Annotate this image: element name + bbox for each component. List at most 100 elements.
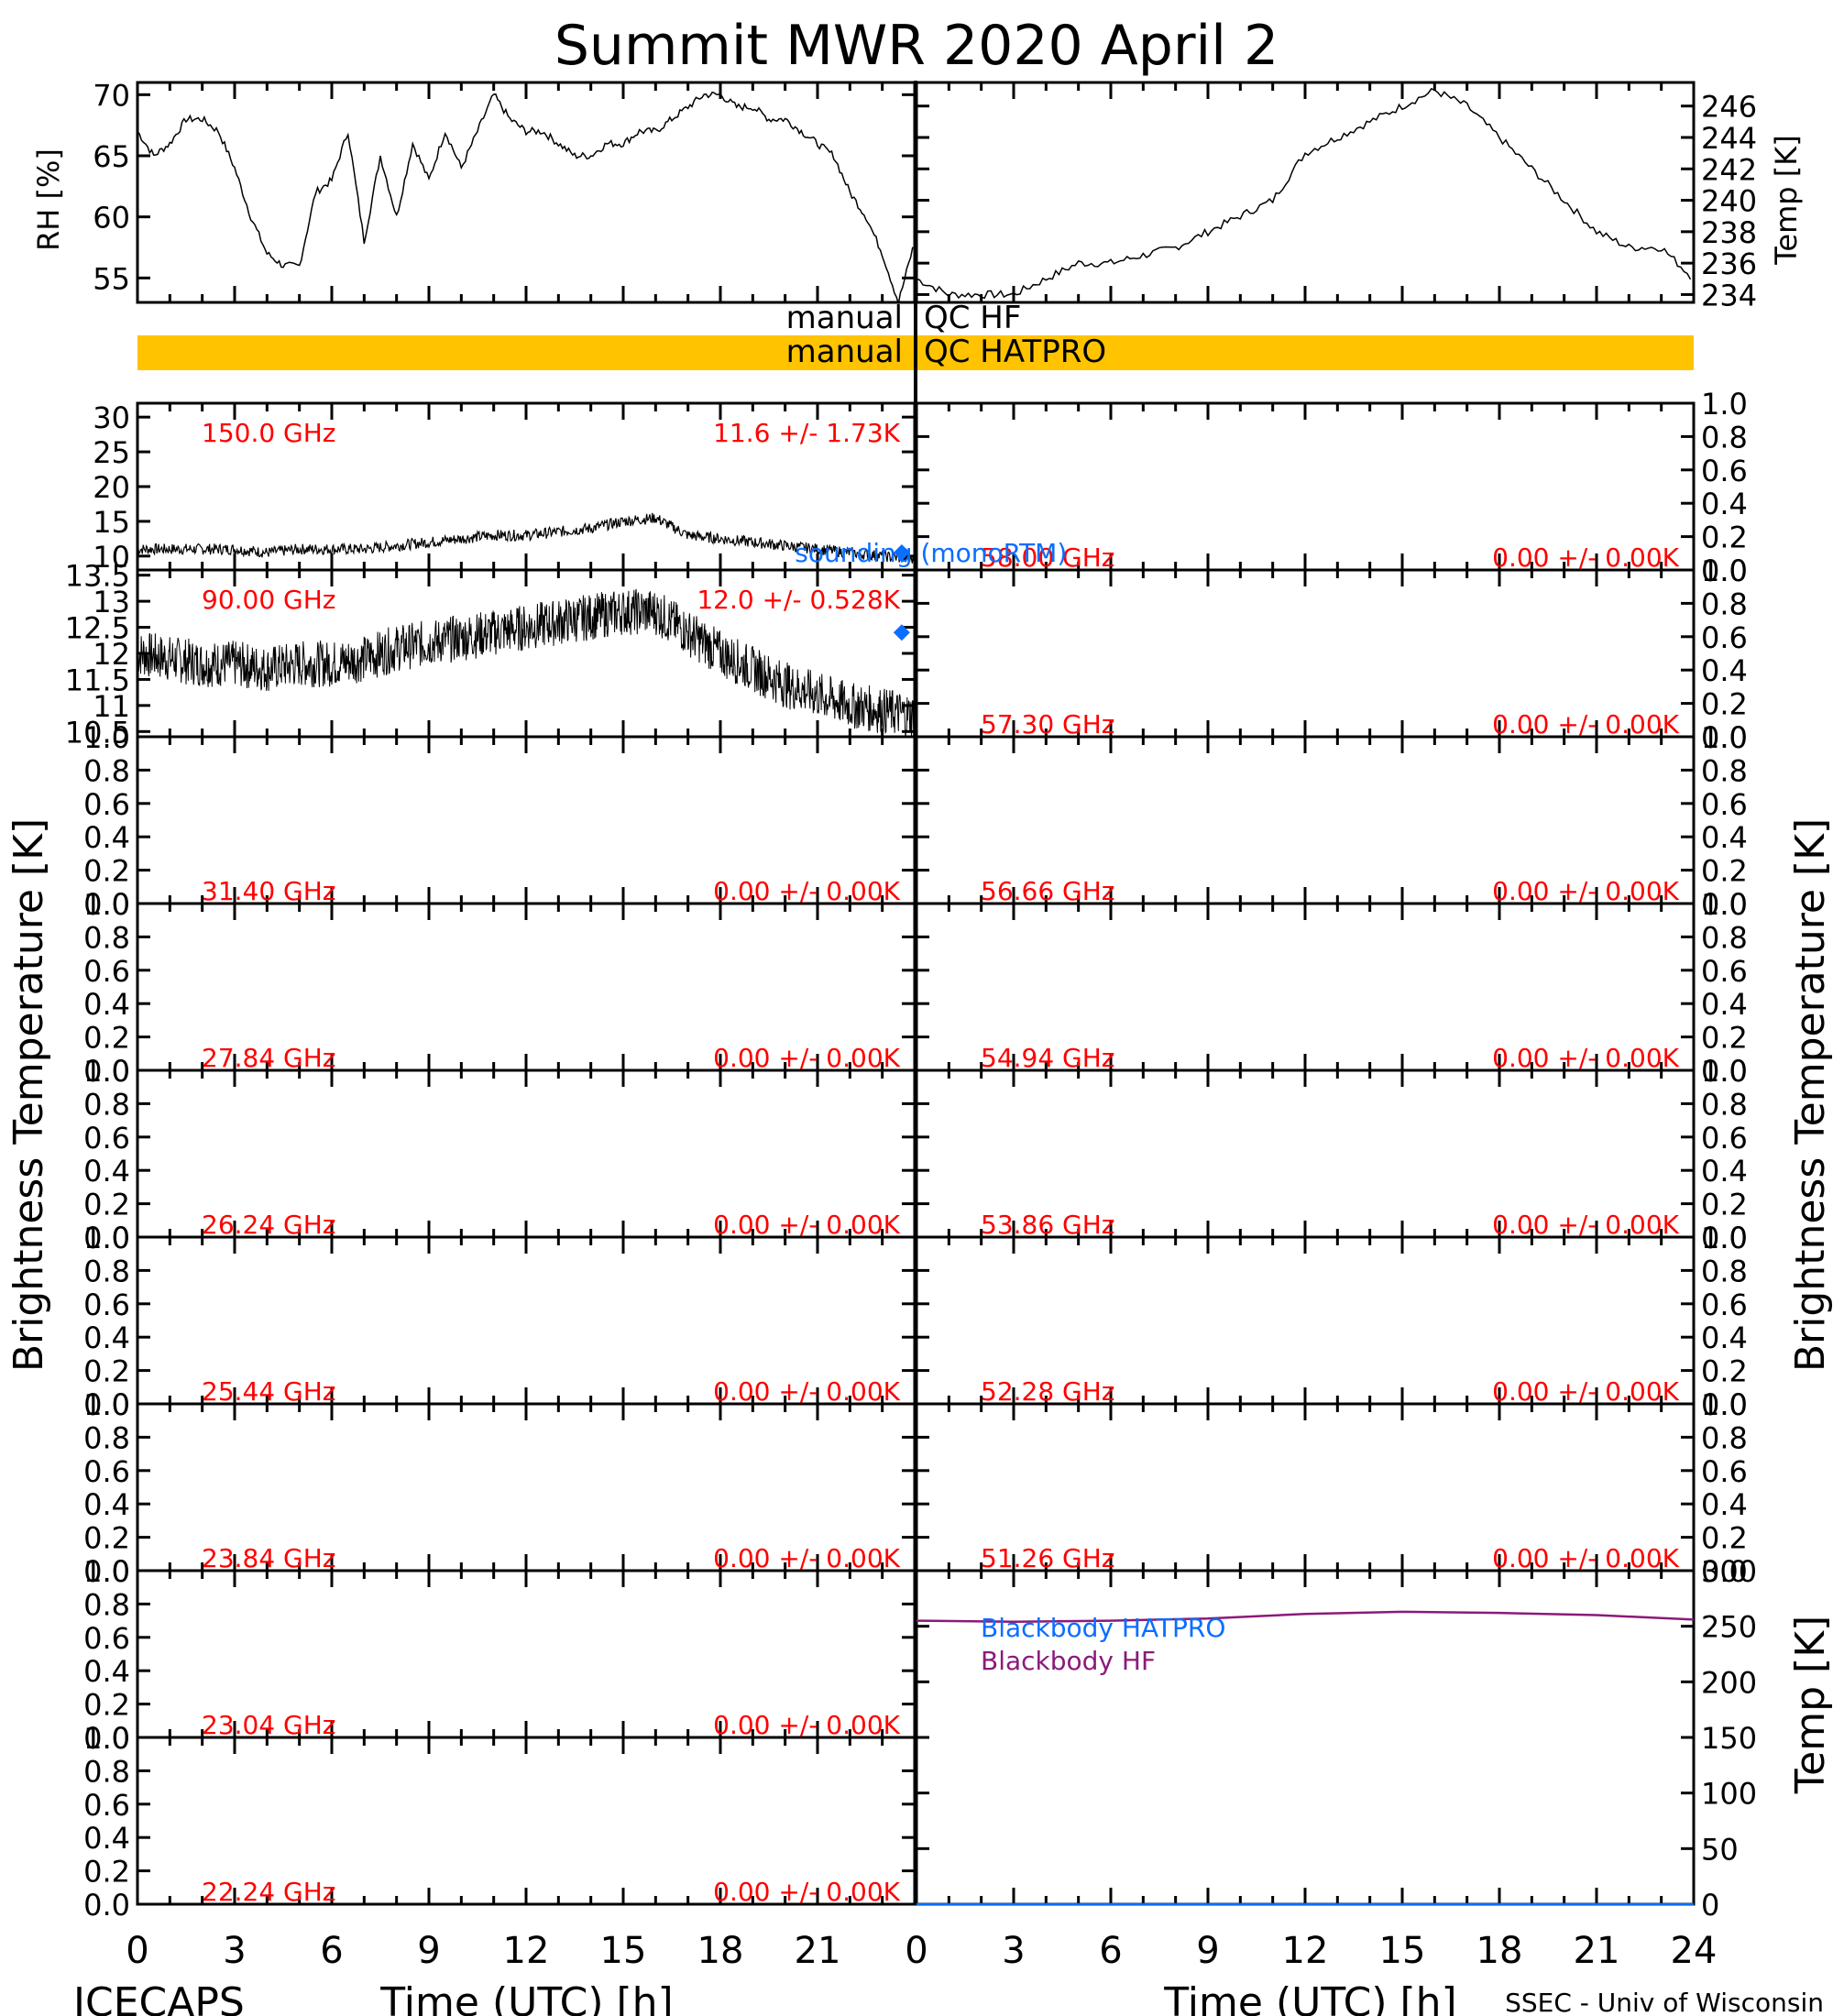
bb-temp-axis-label: Temp [K] [1787, 1616, 1833, 1794]
x-tick-label: 9 [417, 1930, 440, 1972]
tb90-panel-ytick-label: 12 [93, 637, 130, 672]
tb90-panel-ytick-label: 12.5 [65, 611, 130, 646]
tb2784-freq-label: 27.84 GHz [202, 1043, 336, 1073]
tb2304-freq-label: 23.04 GHz [202, 1710, 336, 1740]
tb2544-panel-ytick-label: 0.0 [83, 1387, 130, 1422]
tb2784-stat-label: 0.00 +/- 0.00K [713, 1043, 900, 1073]
tb90-freq-label: 90.00 GHz [202, 585, 336, 615]
tb2624-freq-label: 26.24 GHz [202, 1210, 336, 1240]
tb3140-stat-label: 0.00 +/- 0.00K [713, 876, 900, 906]
tb58-stat-label: 0.00 +/- 0.00K [1492, 542, 1679, 573]
rh-panel-ytick-label: 55 [93, 261, 130, 296]
qc-hatpro-right: QC HATPRO [924, 334, 1106, 370]
temp-panel-ytick-label: 246 [1701, 90, 1757, 125]
tb2304-panel-ytick-label: 0.6 [83, 1621, 130, 1656]
blackbody-series-1 [916, 1610, 1695, 1624]
temp-panel-ytick-label: 234 [1701, 278, 1757, 312]
tb2224-panel-ytick-label: 0.2 [83, 1855, 130, 1890]
tb5494-panel-ytick-label: 0.0 [1701, 1054, 1748, 1089]
tb150-panel-ytick-label: 15 [93, 505, 130, 540]
tb5494-stat-label: 0.00 +/- 0.00K [1492, 1043, 1679, 1073]
blackbody-panel-ytick-label: 200 [1701, 1665, 1757, 1700]
tb5228-stat-label: 0.00 +/- 0.00K [1492, 1376, 1679, 1407]
x-axis-label-left: Time (UTC) [h] [379, 1979, 673, 2016]
data-group [137, 87, 1695, 1906]
figure-title: Summit MWR 2020 April 2 [554, 14, 1279, 78]
tb2624-panel-ytick-label: 1.0 [83, 1054, 130, 1089]
tb5126-stat-label: 0.00 +/- 0.00K [1492, 1543, 1679, 1573]
tb2304-panel-ytick-label: 0.0 [83, 1721, 130, 1756]
temp-panel-ytick-label: 236 [1701, 247, 1757, 281]
tb150-freq-label: 150.0 GHz [202, 418, 336, 448]
blackbody-panel-ytick-label: 150 [1701, 1721, 1757, 1756]
x-tick-label: 6 [320, 1930, 343, 1972]
tb58-freq-label: 58.00 GHz [981, 542, 1115, 573]
tb5494-freq-label: 54.94 GHz [981, 1043, 1115, 1073]
tb2544-stat-label: 0.00 +/- 0.00K [713, 1376, 900, 1407]
tb2544-panel-ytick-label: 0.2 [83, 1354, 130, 1389]
tb2384-stat-label: 0.00 +/- 0.00K [713, 1543, 900, 1573]
x-tick-label: 15 [1379, 1930, 1426, 1972]
tb5494-panel-ytick-label: 0.8 [1701, 920, 1748, 955]
blackbody-panel-ytick-label: 0 [1701, 1888, 1719, 1923]
tb150-panel-ytick-label: 10 [93, 540, 130, 575]
tb2224-panel-ytick-label: 1.0 [83, 1721, 130, 1756]
labels-group: manual QC HF manual QC HATPRO RH [%] Tem… [5, 78, 1833, 2016]
tb5228-panel-ytick-label: 0.4 [1701, 1320, 1748, 1355]
x-axis-label-right: Time (UTC) [h] [1163, 1979, 1456, 2016]
tb5126-panel-ytick-label: 1.0 [1701, 1387, 1748, 1422]
tb5228-panel-ytick-label: 0.0 [1701, 1387, 1748, 1422]
tb5730-panel-ytick-label: 0.2 [1701, 687, 1748, 722]
legend-blackbody-hatpro: Blackbody HATPRO [981, 1613, 1225, 1643]
tb2224-stat-label: 0.00 +/- 0.00K [713, 1877, 900, 1907]
tb5228-freq-label: 52.28 GHz [981, 1376, 1115, 1407]
temp-panel-ytick-label: 242 [1701, 152, 1757, 187]
tb2624-panel-ytick-label: 0.2 [83, 1188, 130, 1222]
tb2544-panel-ytick-label: 0.8 [83, 1254, 130, 1288]
tb90-panel-ytick-label: 13 [93, 585, 130, 619]
qc-hf-left: manual [786, 300, 903, 336]
tb90-panel-ytick-label: 11 [93, 689, 130, 724]
qc-hf-right: QC HF [924, 300, 1021, 336]
temp-panel-frame [915, 81, 1696, 304]
tb5666-panel-ytick-label: 0.0 [1701, 887, 1748, 922]
tb5126-panel-ytick-label: 0.4 [1701, 1487, 1748, 1522]
tb5228-panel-ytick-label: 0.8 [1701, 1254, 1748, 1288]
temp-series-line [916, 87, 1692, 300]
tb5666-panel-ytick-label: 0.8 [1701, 753, 1748, 788]
tb5126-panel-ytick-label: 0.2 [1701, 1521, 1748, 1556]
tb90-panel-ytick-label: 11.5 [65, 663, 130, 697]
tb5126-panel-ytick-label: 0.6 [1701, 1454, 1748, 1489]
tb2624-panel-ytick-label: 0.6 [83, 1121, 130, 1156]
tb5730-stat-label: 0.00 +/- 0.00K [1492, 709, 1679, 740]
tb2304-panel-ytick-label: 0.4 [83, 1654, 130, 1689]
tb2224-panel-ytick-label: 0.4 [83, 1821, 130, 1856]
x-tick-label: 3 [1002, 1930, 1025, 1972]
tb90-sounding-marker [893, 624, 910, 641]
tb2784-panel-ytick-label: 1.0 [83, 887, 130, 922]
sounding-label: sounding (monoRTM) [795, 538, 1067, 568]
tb58-panel-ytick-label: 0.8 [1701, 420, 1748, 455]
tb2624-stat-label: 0.00 +/- 0.00K [713, 1210, 900, 1240]
tb5730-panel-ytick-label: 0.8 [1701, 586, 1748, 621]
rh-axis-label: RH [%] [31, 148, 66, 251]
tb150-series [137, 512, 915, 564]
tb3140-panel-ytick-label: 0.6 [83, 787, 130, 822]
tb5666-panel-ytick-label: 0.4 [1701, 820, 1748, 855]
x-tick-label: 12 [1282, 1930, 1329, 1972]
rh-panel-ytick-label: 65 [93, 139, 130, 174]
tb3140-panel-ytick-label: 0.2 [83, 854, 130, 889]
tb2544-panel-ytick-label: 0.6 [83, 1287, 130, 1322]
tb2624-panel-ytick-label: 0.8 [83, 1087, 130, 1122]
figure-title-group: Summit MWR 2020 April 2 [554, 14, 1279, 78]
rh-panel-frame [136, 81, 916, 304]
tb2624-panel-ytick-label: 0.4 [83, 1154, 130, 1189]
blackbody-panel-ytick-label: 100 [1701, 1777, 1757, 1812]
tb5126-panel-ytick-label: 0.0 [1701, 1554, 1748, 1589]
tb2384-freq-label: 23.84 GHz [202, 1543, 336, 1573]
rh-panel-ytick-label: 70 [93, 78, 130, 113]
x-tick-label: 12 [503, 1930, 550, 1972]
x-tick-label: 9 [1196, 1930, 1219, 1972]
tb5730-freq-label: 57.30 GHz [981, 709, 1115, 740]
tb3140-panel-ytick-label: 0.0 [83, 887, 130, 922]
